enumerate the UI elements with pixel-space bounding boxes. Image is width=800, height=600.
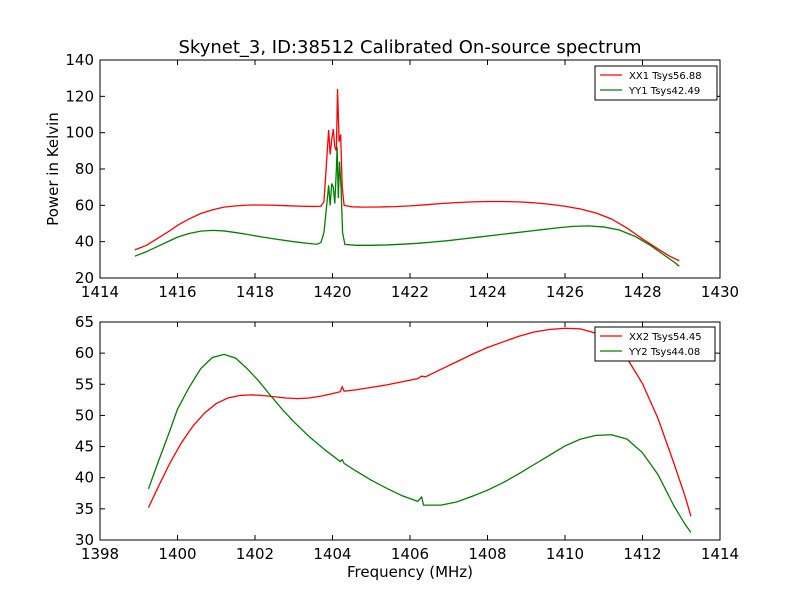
x-tick-label: 1420 [313,283,351,301]
legend-label-2: YY1 Tsys42.49 [628,86,700,97]
x-tick-label: 1400 [158,545,196,563]
y-tick-label: 65 [75,313,94,331]
y-tick-label: 45 [75,438,94,456]
plot-area: 1414 1416 1418 1420 1422 1424 1426 1428 1430 20 40… [65,51,739,563]
x-tick-label: 1426 [546,283,584,301]
chart-title: Skynet_3, ID:38512 Calibrated On-source … [179,37,642,58]
y-tick-label: 60 [75,196,94,214]
chart-panel-1: 1414 1416 1418 1420 1422 1424 1426 1428 1430 20 40… [65,51,739,301]
chart-panel-2: 1398 1400 1402 1404 1406 1408 1410 1412 1414 30 35… [75,313,739,563]
x-tick-label: 1418 [236,283,274,301]
legend: XX2 Tsys54.45 YY2 Tsys44.08 [594,326,716,362]
x-axis-label: Frequency (MHz) [347,563,473,581]
y-tick-label: 120 [65,87,94,105]
x-tick-label: 1422 [391,283,429,301]
x-tick-label: 1402 [236,545,274,563]
x-tick-label: 1410 [546,545,584,563]
y-tick-label: 35 [75,500,94,518]
x-tick-label: 1412 [623,545,661,563]
x-tick-label: 1406 [391,545,429,563]
x-tick-label: 1408 [468,545,506,563]
series-line-1 [134,89,680,262]
legend-label-1: XX2 Tsys54.45 [629,332,702,343]
y-tick-label: 80 [75,160,94,178]
y-axis-label: Power in Kelvin [44,112,62,226]
y-tick-label: 60 [75,344,94,362]
series-line-1 [147,327,692,517]
series-line-2 [134,147,680,267]
y-tick-label: 20 [75,269,94,287]
y-tick-label: 140 [65,51,94,69]
y-tick-label: 55 [75,375,94,393]
legend-box [594,65,718,101]
x-tick-label: 1414 [701,545,739,563]
legend-label-2: YY2 Tsys44.08 [628,347,700,358]
y-tick-label: 30 [75,531,94,549]
x-tick-label: 1424 [468,283,506,301]
y-tick-label: 50 [75,406,94,424]
y-tick-label: 40 [75,469,94,487]
series-line-2 [147,353,692,533]
legend-label-1: XX1 Tsys56.88 [629,71,702,82]
legend: XX1 Tsys56.88 YY1 Tsys42.49 [594,65,718,101]
x-tick-label: 1404 [313,545,351,563]
y-tick-label: 40 [75,233,94,251]
legend-box [594,326,716,362]
x-tick-label: 1416 [158,283,196,301]
x-tick-label: 1414 [81,283,119,301]
y-tick-label: 100 [65,124,94,142]
x-tick-label: 1398 [81,545,119,563]
x-tick-label: 1428 [623,283,661,301]
x-tick-label: 1430 [701,283,739,301]
